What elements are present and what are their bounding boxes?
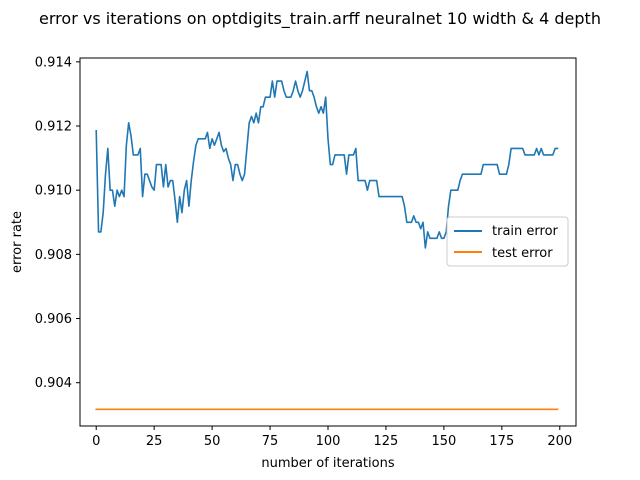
x-tick-label: 125	[374, 434, 399, 449]
y-tick-label: 0.914	[35, 55, 72, 70]
y-tick-label: 0.906	[35, 312, 72, 327]
x-tick-label: 0	[92, 434, 100, 449]
y-axis-label: error rate	[10, 211, 25, 273]
x-tick-label: 200	[547, 434, 572, 449]
legend: train error test error	[446, 216, 569, 267]
x-tick-label: 75	[262, 434, 279, 449]
y-tick-label: 0.910	[35, 184, 72, 199]
chart-title: error vs iterations on optdigits_train.a…	[39, 9, 601, 29]
x-tick-label: 25	[146, 434, 163, 449]
x-tick-label: 50	[204, 434, 221, 449]
y-axis: 0.904 0.906 0.908 0.910 0.912 0.914	[35, 55, 80, 391]
x-tick-label: 175	[489, 434, 514, 449]
legend-label-test-error: test error	[492, 246, 553, 261]
x-axis: 0 25 50 75 100 125 150 175 200	[92, 426, 572, 449]
x-tick-label: 150	[431, 434, 456, 449]
x-tick-label: 100	[316, 434, 341, 449]
series-layer	[95, 70, 559, 411]
y-tick-label: 0.904	[35, 376, 72, 391]
series-line-train-error	[95, 70, 559, 249]
legend-label-train-error: train error	[492, 224, 559, 239]
legend-box	[446, 216, 569, 267]
y-tick-label: 0.912	[35, 120, 72, 135]
y-tick-label: 0.908	[35, 248, 72, 263]
x-axis-label: number of iterations	[261, 456, 394, 471]
